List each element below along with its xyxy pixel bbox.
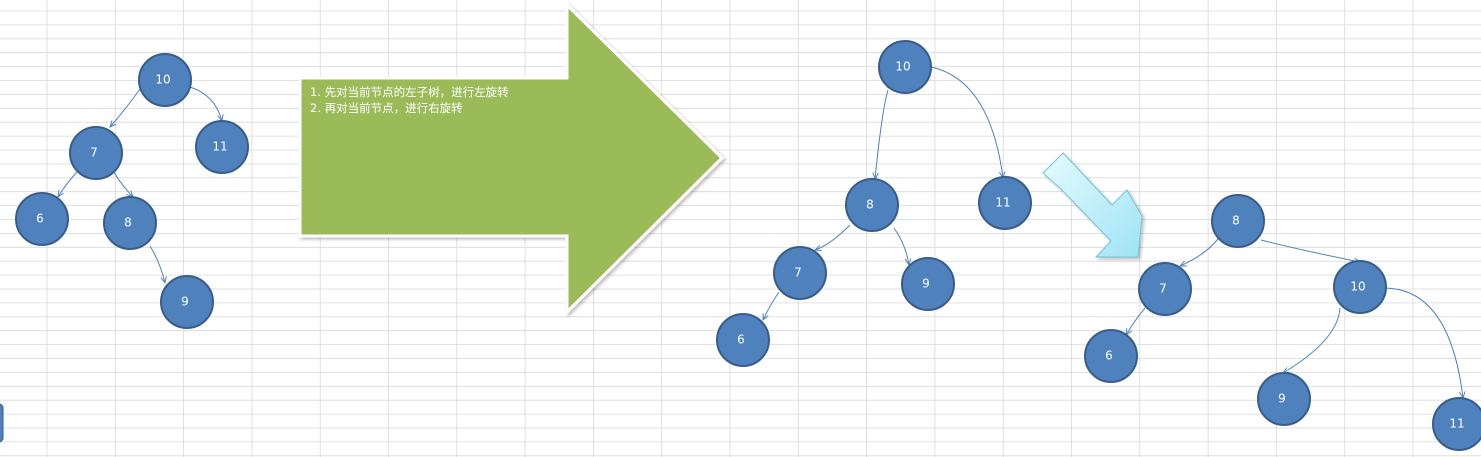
tree-node-label: 6 [737, 333, 745, 347]
tree-edge [1126, 307, 1146, 335]
tree-node-label: 7 [1159, 282, 1167, 296]
tree-node-label: 10 [155, 73, 170, 87]
tree-node-circle [878, 40, 932, 94]
tree-node-label: 9 [922, 277, 930, 291]
tree-node-label: 11 [1449, 417, 1464, 431]
tree-node: 7 [69, 126, 123, 180]
tree-edge [110, 88, 141, 127]
tree-node: 6 [716, 313, 770, 367]
tree-node-circle [1138, 262, 1192, 316]
big-arrow [298, 1, 725, 316]
tree-edge [930, 66, 1003, 178]
tree-node-label: 6 [1105, 349, 1113, 363]
tree-edge [815, 224, 851, 250]
tree-node-label: 6 [36, 212, 44, 226]
tree-edge [763, 291, 780, 320]
tree-node: 6 [1084, 329, 1138, 383]
tree-edge [1385, 287, 1463, 398]
tree-edge [113, 171, 133, 197]
tree-node: 11 [978, 176, 1032, 230]
tree-node-circle [15, 192, 69, 246]
tree-node-circle [1333, 260, 1387, 314]
tree-node: 8 [103, 196, 157, 250]
tree-node-label: 9 [1278, 392, 1286, 406]
tree-node-circle [1084, 329, 1138, 383]
tree-edge [875, 89, 889, 179]
tree-node-label: 11 [212, 140, 227, 154]
tree-node: 11 [1432, 397, 1481, 451]
tree-node: 6 [15, 192, 69, 246]
cyan-arrow [1042, 152, 1143, 258]
tree-edge [893, 227, 909, 265]
tree-node-circle [845, 178, 899, 232]
tree-node: 7 [773, 246, 827, 300]
tree-node-circle [69, 126, 123, 180]
tree-node-circle [1432, 397, 1481, 451]
tree-node-label: 8 [866, 198, 874, 212]
tree-edge [149, 245, 165, 283]
tree-node: 9 [1257, 372, 1311, 426]
tree-node-circle [195, 120, 249, 174]
tree-node: 11 [195, 120, 249, 174]
tree-node-circle [978, 176, 1032, 230]
tree-node-circle [103, 196, 157, 250]
tree-node: 9 [901, 257, 955, 311]
instruction-line-2: 2. 再对当前节点，进行右旋转 [310, 101, 463, 115]
tree-node-circle [1211, 194, 1265, 248]
tree-node-circle [1257, 372, 1311, 426]
tree-node-circle [716, 313, 770, 367]
tree-node-label: 7 [90, 146, 98, 160]
tree-node-circle [773, 246, 827, 300]
tree-node: 9 [160, 275, 214, 329]
tree-edges [58, 66, 1463, 398]
tree-node: 7 [1138, 262, 1192, 316]
tree-node: 8 [1211, 194, 1265, 248]
tree-node-circle [901, 257, 955, 311]
tree-node: 10 [878, 40, 932, 94]
tree-node-label: 10 [1350, 280, 1365, 294]
tree-node-label: 8 [124, 216, 132, 230]
tree-node: 10 [138, 53, 192, 107]
tree-node-label: 11 [995, 196, 1010, 210]
instruction-note: 1. 先对当前节点的左子树，进行左旋转 2. 再对当前节点，进行右旋转 [310, 84, 560, 116]
tree-node: 8 [845, 178, 899, 232]
tree-node-label: 10 [895, 60, 910, 74]
partial-shape-left-edge [0, 403, 4, 443]
tree-edge [1283, 307, 1341, 373]
tree-nodes: 10 7 11 6 8 9 10 8 11 7 9 6 8 7 10 6 9 11 [15, 40, 1481, 451]
tree-node-label: 9 [181, 295, 189, 309]
tree-node-circle [138, 53, 192, 107]
tree-node-label: 8 [1232, 214, 1240, 228]
tree-edge [189, 86, 222, 121]
instruction-line-1: 1. 先对当前节点的左子树，进行左旋转 [310, 85, 509, 99]
tree-node-circle [160, 275, 214, 329]
tree-edge [58, 171, 78, 197]
tree-node: 10 [1333, 260, 1387, 314]
tree-edge [1180, 238, 1219, 266]
tree-node-label: 7 [794, 266, 802, 280]
tree-edge [1260, 239, 1360, 262]
